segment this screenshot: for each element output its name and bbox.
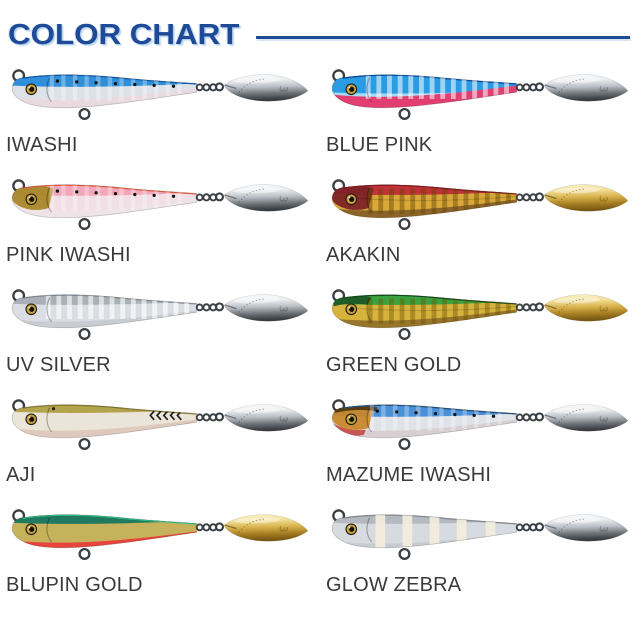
lure-cell: 3 AJI xyxy=(0,398,320,508)
lure-label: BLUE PINK xyxy=(326,134,433,156)
lure-image: 3 xyxy=(6,508,314,572)
svg-text:3: 3 xyxy=(277,305,290,312)
svg-text:3: 3 xyxy=(277,415,290,422)
lure-image: 3 xyxy=(326,178,634,242)
lure-image: 3 xyxy=(6,288,314,352)
lure-cell: 3 GLOW ZEBRA xyxy=(320,508,640,618)
lure-image: 3 xyxy=(326,508,634,572)
lure-image: 3 xyxy=(6,178,314,242)
lure-image: 3 xyxy=(326,68,634,132)
svg-text:3: 3 xyxy=(277,525,290,532)
lure-image: 3 xyxy=(326,398,634,462)
lure-label: AKAKIN xyxy=(326,244,401,266)
lure-cell: 3 BLUPIN GOLD xyxy=(0,508,320,618)
lure-cell: 3 UV SILVER xyxy=(0,288,320,398)
lure-cell: 3 AKAKIN xyxy=(320,178,640,288)
svg-text:3: 3 xyxy=(277,85,290,92)
lure-label: IWASHI xyxy=(6,134,78,156)
page-header: COLOR CHART xyxy=(0,0,640,68)
lure-label: GREEN GOLD xyxy=(326,354,462,376)
lure-cell: 3 PINK IWASHI xyxy=(0,178,320,288)
title-rule xyxy=(256,36,630,39)
color-chart-grid: 3 IWASHI 3 BLUE PINK xyxy=(0,68,640,618)
lure-cell: 3 IWASHI xyxy=(0,68,320,178)
lure-cell: 3 GREEN GOLD xyxy=(320,288,640,398)
svg-text:3: 3 xyxy=(597,415,610,422)
lure-image: 3 xyxy=(6,398,314,462)
svg-text:3: 3 xyxy=(597,85,610,92)
svg-text:3: 3 xyxy=(277,195,290,202)
page-title: COLOR CHART xyxy=(8,19,240,51)
svg-text:3: 3 xyxy=(597,305,610,312)
lure-label: PINK IWASHI xyxy=(6,244,131,266)
lure-label: MAZUME IWASHI xyxy=(326,464,492,486)
lure-cell: 3 BLUE PINK xyxy=(320,68,640,178)
svg-text:3: 3 xyxy=(597,525,610,532)
lure-label: GLOW ZEBRA xyxy=(326,574,462,596)
lure-label: AJI xyxy=(6,464,36,486)
lure-label: UV SILVER xyxy=(6,354,111,376)
lure-image: 3 xyxy=(326,288,634,352)
lure-label: BLUPIN GOLD xyxy=(6,574,143,596)
lure-image: 3 xyxy=(6,68,314,132)
svg-text:3: 3 xyxy=(597,195,610,202)
lure-cell: 3 MAZUME IWASHI xyxy=(320,398,640,508)
